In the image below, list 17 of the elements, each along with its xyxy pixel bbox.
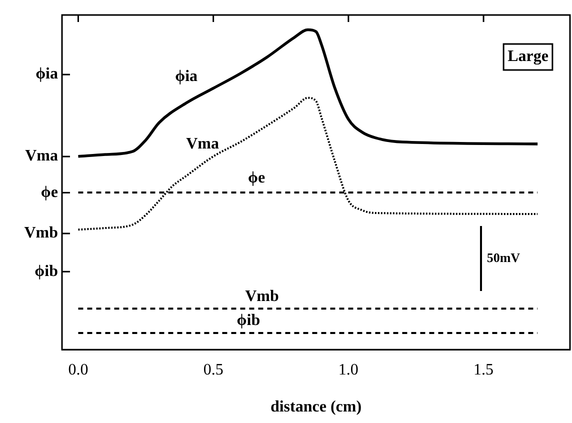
x-tick-label: 1.0 xyxy=(338,361,358,378)
text: ϕe xyxy=(40,184,58,201)
series-label: ϕe xyxy=(248,170,266,187)
x-tick-label: 0.0 xyxy=(68,361,88,378)
text: ϕib xyxy=(34,262,58,280)
text: Vmb xyxy=(24,224,58,242)
x-tick-label: 0.5 xyxy=(203,361,224,378)
text: ϕia xyxy=(36,66,58,83)
series-label: ϕia xyxy=(175,68,198,86)
series-label: Vmb xyxy=(245,288,279,305)
series-label: Vma xyxy=(186,135,219,152)
x-axis-title: distance (cm) xyxy=(270,398,362,416)
text: Vma xyxy=(25,148,58,165)
x-tick-label: 1.5 xyxy=(474,361,494,378)
series-label: ϕib xyxy=(236,312,260,330)
annotation: 50mV xyxy=(486,250,521,266)
annotation: Large xyxy=(508,48,548,66)
